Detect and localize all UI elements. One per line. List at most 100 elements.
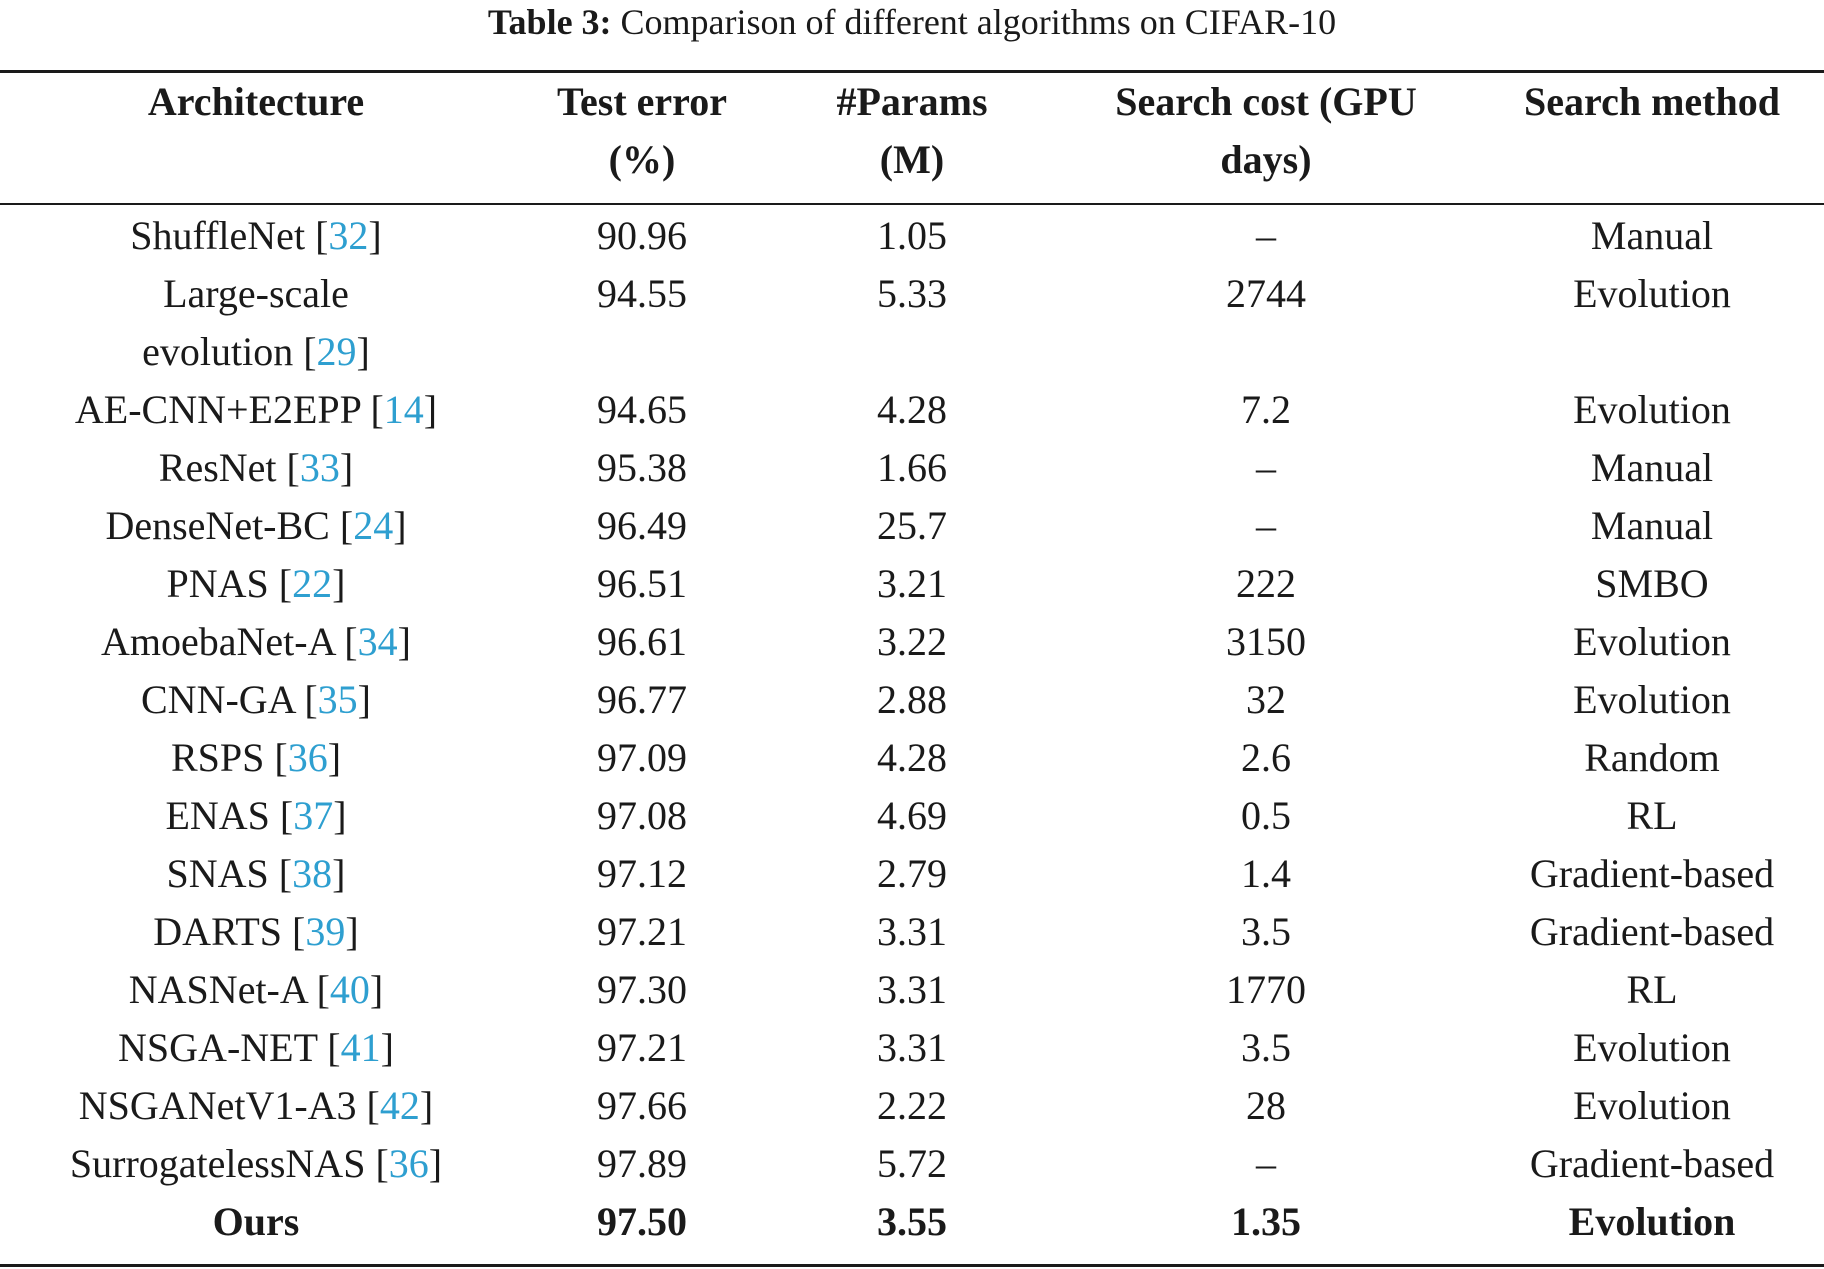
params-cell: 4.28	[877, 735, 947, 780]
table-row: SNAS [38] 97.12 2.79 1.4 Gradient-based	[0, 845, 1824, 903]
table-row: CNN-GA [35] 96.77 2.88 32 Evolution	[0, 671, 1824, 729]
table-row: PNAS [22] 96.51 3.21 222 SMBO	[0, 555, 1824, 613]
citation-link[interactable]: 36	[287, 735, 328, 780]
search-method-cell: Evolution	[1573, 387, 1731, 432]
test-error-cell: 97.12	[597, 851, 687, 896]
citation-link[interactable]: 38	[292, 851, 333, 896]
params-cell: 4.28	[877, 387, 947, 432]
search-method-cell: RL	[1626, 967, 1678, 1012]
architecture-cell: RSPS [36]	[170, 735, 342, 780]
search-cost-cell: 7.2	[1241, 387, 1291, 432]
test-error-cell: 97.09	[597, 735, 687, 780]
search-cost-cell: 3.5	[1241, 909, 1291, 954]
citation-link[interactable]: 33	[299, 445, 340, 490]
search-cost-cell: 1.4	[1241, 851, 1291, 896]
params-cell: 2.22	[877, 1083, 947, 1128]
architecture-cell: Large-scale evolution [29]	[0, 265, 512, 381]
header-search-method: Search method	[1524, 79, 1780, 124]
table-caption: Table 3: Comparison of different algorit…	[0, 2, 1824, 42]
citation-link[interactable]: 36	[388, 1141, 429, 1186]
ours-params: 3.55	[877, 1199, 947, 1244]
citation-link[interactable]: 41	[340, 1025, 381, 1070]
test-error-cell: 97.21	[597, 1025, 687, 1070]
bottom-rule	[0, 1264, 1824, 1267]
params-cell: 3.21	[877, 561, 947, 606]
search-method-cell: Gradient-based	[1529, 1141, 1775, 1186]
architecture-name: CNN-GA	[141, 677, 305, 722]
top-rule	[0, 70, 1824, 73]
architecture-name: SNAS	[166, 851, 279, 896]
search-cost-cell: –	[1256, 213, 1276, 258]
citation-link[interactable]: 32	[328, 213, 369, 258]
params-cell: 4.69	[877, 793, 947, 838]
test-error-cell: 97.89	[597, 1141, 687, 1186]
architecture-name-line2: evolution	[142, 329, 304, 374]
table-row: NASNet-A [40] 97.30 3.31 1770 RL	[0, 961, 1824, 1019]
comparison-table: Architecture Test error (%) #Params (M) Se…	[0, 73, 1824, 1251]
params-cell: 25.7	[877, 503, 947, 548]
caption-text: Comparison of different algorithms on CI…	[611, 2, 1337, 42]
architecture-cell: AmoebaNet-A [34]	[101, 619, 411, 664]
params-cell: 5.72	[877, 1141, 947, 1186]
params-cell: 3.31	[877, 967, 947, 1012]
table-row: Large-scale evolution [29] 94.55 5.33 2744 Ev…	[0, 265, 1824, 381]
table-row: DenseNet-BC [24] 96.49 25.7 – Manual	[0, 497, 1824, 555]
search-cost-cell: 3150	[1226, 619, 1306, 664]
citation-link[interactable]: 37	[293, 793, 334, 838]
architecture-name: DARTS	[153, 909, 293, 954]
architecture-cell: SurrogatelessNAS [36]	[69, 1141, 443, 1186]
architecture-cell: ShuffleNet [32]	[130, 213, 382, 258]
architecture-name: NASNet-A	[128, 967, 317, 1012]
citation-link[interactable]: 35	[317, 677, 358, 722]
architecture-name: NSGA-NET	[118, 1025, 328, 1070]
table-row: AE-CNN+E2EPP [14] 94.65 4.28 7.2 Evolution	[0, 381, 1824, 439]
architecture-name: RSPS	[170, 735, 275, 780]
test-error-cell: 97.08	[597, 793, 687, 838]
architecture-cell: DenseNet-BC [24]	[105, 503, 407, 548]
header-params: #Params (M)	[836, 79, 988, 182]
table-row: ResNet [33] 95.38 1.66 – Manual	[0, 439, 1824, 497]
search-method-cell: Gradient-based	[1529, 909, 1775, 954]
search-cost-cell: 3.5	[1241, 1025, 1291, 1070]
citation-link[interactable]: 29	[316, 329, 357, 374]
search-method-cell: Manual	[1590, 503, 1714, 548]
search-cost-cell: 2744	[1226, 271, 1306, 316]
citation-link[interactable]: 42	[379, 1083, 420, 1128]
citation-link[interactable]: 34	[357, 619, 398, 664]
header-search-cost: Search cost (GPU days)	[1115, 79, 1417, 182]
search-method-cell: Evolution	[1573, 677, 1731, 722]
search-method-cell: Manual	[1590, 213, 1714, 258]
search-cost-cell: 28	[1246, 1083, 1286, 1128]
params-cell: 3.22	[877, 619, 947, 664]
test-error-cell: 96.77	[597, 677, 687, 722]
search-cost-cell: 222	[1236, 561, 1296, 606]
citation-link[interactable]: 22	[292, 561, 333, 606]
citation-link[interactable]: 14	[383, 387, 424, 432]
params-cell: 3.31	[877, 909, 947, 954]
search-method-cell: Evolution	[1573, 1025, 1731, 1070]
search-method-cell: Random	[1584, 735, 1720, 780]
architecture-cell: NSGA-NET [41]	[118, 1025, 394, 1070]
architecture-cell: ENAS [37]	[165, 793, 347, 838]
architecture-name: ResNet	[158, 445, 287, 490]
search-method-cell: Gradient-based	[1529, 851, 1775, 896]
params-cell: 5.33	[877, 271, 947, 316]
citation-link[interactable]: 40	[329, 967, 370, 1012]
architecture-name: AmoebaNet-A	[101, 619, 345, 664]
architecture-cell: DARTS [39]	[153, 909, 359, 954]
table-row: SurrogatelessNAS [36] 97.89 5.72 – Gradient-…	[0, 1135, 1824, 1193]
ours-cost: 1.35	[1231, 1199, 1301, 1244]
test-error-cell: 90.96	[597, 213, 687, 258]
citation-link[interactable]: 24	[353, 503, 394, 548]
citation-link[interactable]: 39	[305, 909, 346, 954]
architecture-cell: SNAS [38]	[166, 851, 346, 896]
search-cost-cell: 2.6	[1241, 735, 1291, 780]
params-cell: 3.31	[877, 1025, 947, 1070]
architecture-name-line1: Large-scale	[163, 271, 349, 316]
test-error-cell: 96.51	[597, 561, 687, 606]
search-method-cell: RL	[1626, 793, 1678, 838]
search-method-cell: SMBO	[1595, 561, 1709, 606]
header-test-error: Test error (%)	[557, 79, 727, 182]
table-row: RSPS [36] 97.09 4.28 2.6 Random	[0, 729, 1824, 787]
architecture-cell: NSGANetV1-A3 [42]	[78, 1083, 434, 1128]
